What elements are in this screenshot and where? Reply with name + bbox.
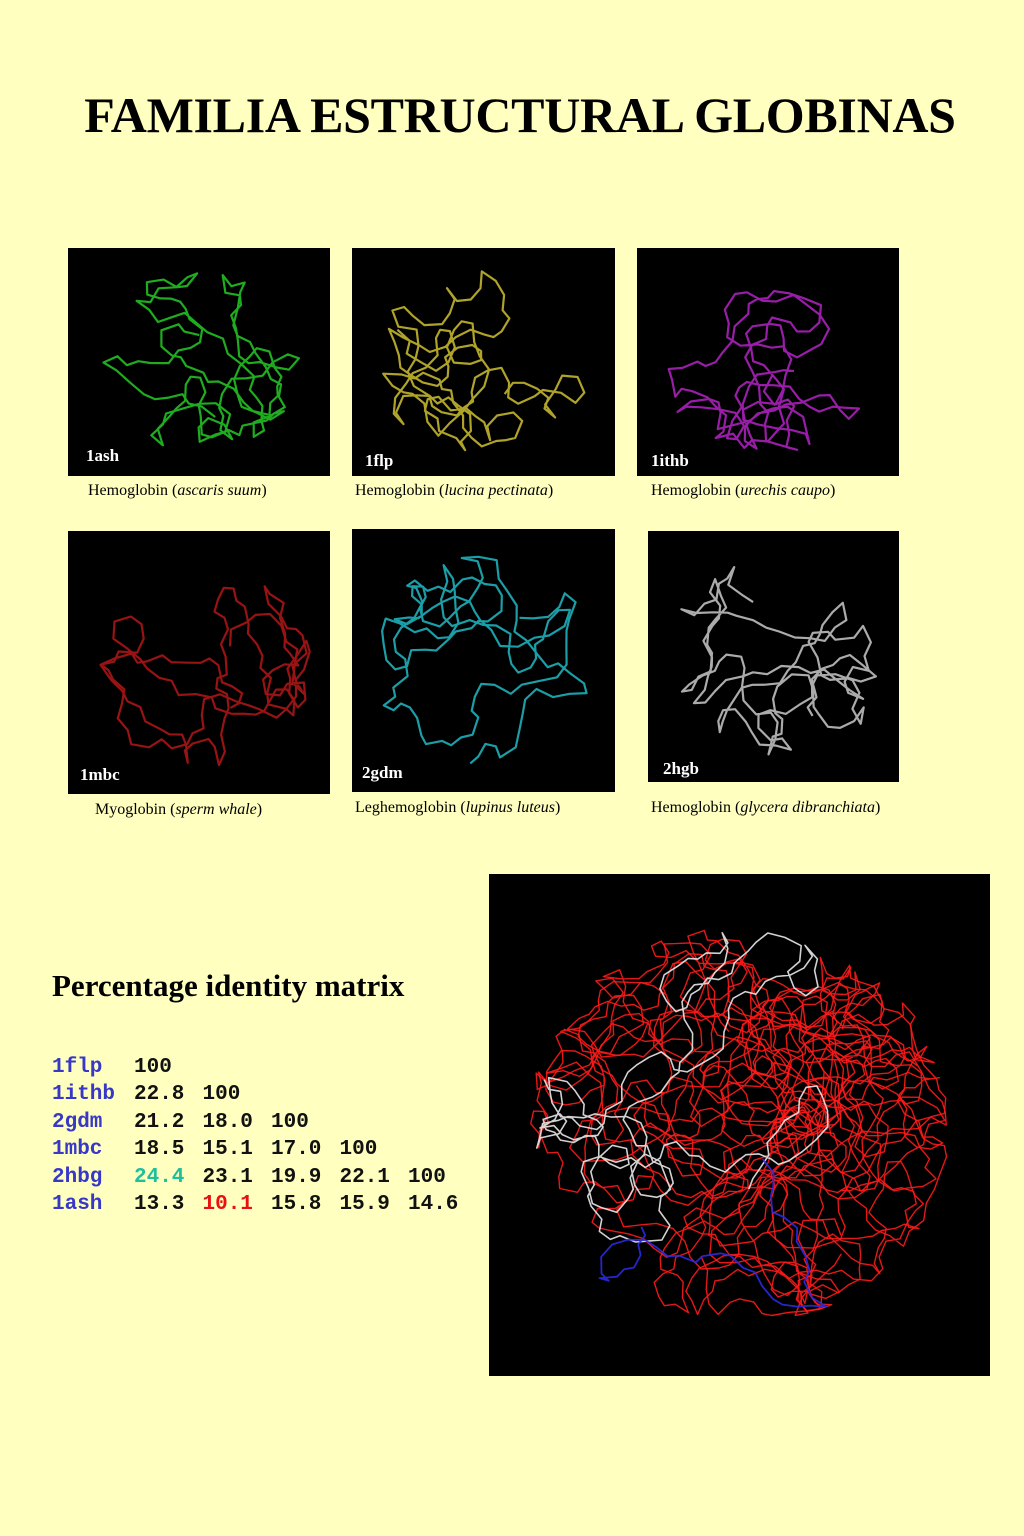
matrix-cell: 100 [271, 1110, 309, 1134]
identity-matrix: 1flp 100 1ithb 22.8 100 2gdm 21.2 18.0 100 1mbc 18… [52, 1054, 477, 1218]
caption-1ash: Hemoglobin (ascaris suum) [88, 482, 267, 499]
structure-image-1ash: 1ash [68, 248, 330, 476]
panel-label-2gdm: 2gdm [362, 763, 403, 782]
structure-image-2hgb: 2hgb [648, 531, 899, 782]
panel-label-1ithb: 1ithb [651, 451, 689, 470]
matrix-cell: 22.1 [339, 1165, 390, 1189]
matrix-cell: 100 [408, 1165, 446, 1189]
page-title: FAMILIA ESTRUCTURAL GLOBINAS [84, 87, 956, 143]
matrix-cell: 19.9 [271, 1165, 322, 1189]
matrix-cell: 21.2 [134, 1110, 185, 1134]
matrix-cell: 100 [339, 1138, 378, 1162]
species-name: lucina pectinata [444, 482, 548, 499]
matrix-row: 1ithb 22.8 100 [52, 1081, 477, 1108]
matrix-row: 1flp 100 [52, 1054, 477, 1081]
matrix-row-name: 2hbg [52, 1165, 103, 1189]
matrix-cell: 15.1 [202, 1138, 253, 1162]
backbone-trace-1mbc [99, 585, 311, 767]
species-name: lupinus luteus [465, 799, 555, 816]
matrix-row-name: 2gdm [52, 1110, 103, 1134]
species-name: urechis caupo [740, 482, 830, 499]
matrix-cell: 23.1 [202, 1165, 253, 1189]
caption-2hgb: Hemoglobin (glycera dibranchiata) [651, 799, 881, 816]
panel-label-1mbc: 1mbc [80, 765, 120, 784]
matrix-cell: 18.0 [202, 1110, 253, 1134]
matrix-row-name: 1ithb [52, 1083, 116, 1107]
backbone-trace-1flp [382, 270, 586, 452]
caption-2gdm: Leghemoglobin (lupinus luteus) [355, 799, 561, 816]
caption-1ithb: Hemoglobin (urechis caupo) [651, 482, 836, 499]
matrix-row: 1mbc 18.5 15.1 17.0 100 [52, 1136, 477, 1163]
matrix-cell: 10.1 [202, 1192, 253, 1216]
panel-label-2hgb: 2hgb [663, 759, 699, 778]
superposed-backbone-traces [530, 929, 948, 1317]
matrix-row-name: 1ash [52, 1192, 103, 1216]
matrix-cell: 22.8 [134, 1083, 185, 1107]
matrix-row-name: 1mbc [52, 1138, 103, 1162]
backbone-trace-2gdm [381, 555, 588, 765]
matrix-row: 1ash 13.3 10.1 15.8 15.9 14.6 [52, 1191, 477, 1218]
matrix-cell: 15.9 [339, 1192, 390, 1216]
matrix-cell: 100 [134, 1056, 172, 1079]
panel-label-1flp: 1flp [365, 451, 394, 470]
panel-label-1ash: 1ash [86, 446, 120, 465]
matrix-cell: 100 [202, 1083, 241, 1107]
structure-image-1ithb: 1ithb [637, 248, 899, 476]
matrix-cell: 15.8 [271, 1192, 322, 1216]
matrix-cell: 24.4 [134, 1165, 185, 1189]
backbone-trace-1ash [102, 272, 300, 447]
species-name: sperm whale [175, 801, 257, 818]
backbone-trace-2hgb [680, 565, 877, 756]
matrix-row: 2hbg 24.4 23.1 19.9 22.1 100 [52, 1164, 477, 1191]
caption-1flp: Hemoglobin (lucina pectinata) [355, 482, 554, 499]
structure-image-2gdm: 2gdm [352, 529, 615, 792]
structure-image-1mbc: 1mbc [68, 531, 330, 794]
matrix-cell: 14.6 [408, 1192, 459, 1216]
matrix-cell: 13.3 [134, 1192, 185, 1216]
structure-image-1flp: 1flp [352, 248, 615, 476]
backbone-trace-1ithb [667, 289, 861, 451]
matrix-cell: 18.5 [134, 1138, 185, 1162]
superposition-image [489, 874, 990, 1376]
matrix-row-name: 1flp [52, 1056, 103, 1079]
matrix-row: 2gdm 21.2 18.0 100 [52, 1109, 477, 1136]
species-name: glycera dibranchiata [740, 799, 875, 816]
matrix-cell: 17.0 [271, 1138, 322, 1162]
species-name: ascaris suum [177, 482, 262, 499]
caption-1mbc: Myoglobin (sperm whale) [95, 801, 263, 818]
matrix-title: Percentage identity matrix [52, 968, 405, 1003]
